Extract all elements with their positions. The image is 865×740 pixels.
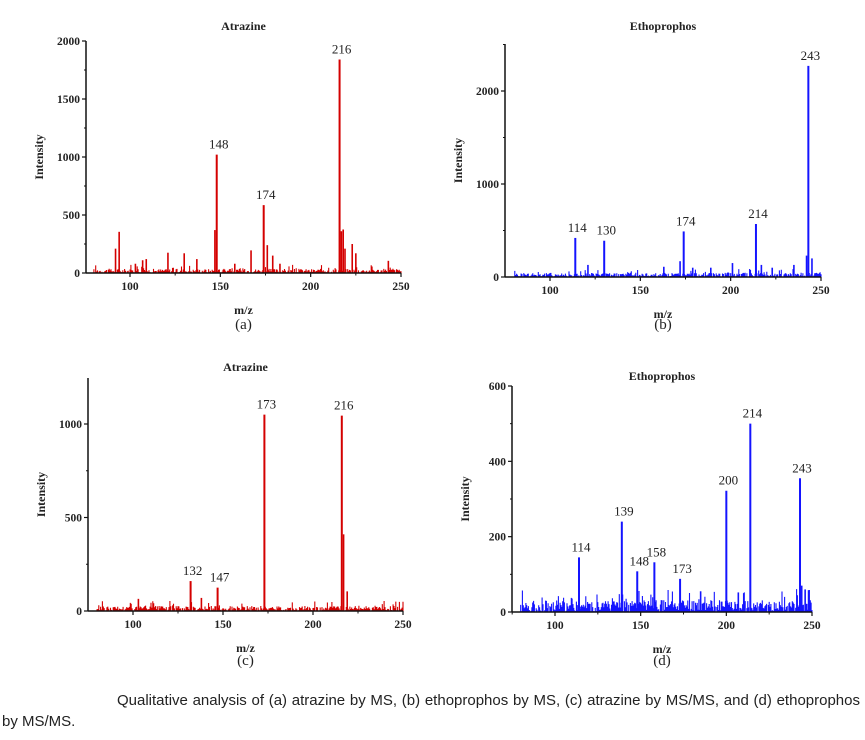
x-tick-label: 250 — [394, 619, 412, 631]
panel-label: (c) — [237, 653, 254, 669]
peak-label: 147 — [210, 570, 230, 585]
x-tick-label: 100 — [124, 619, 142, 631]
y-axis-label: Intensity — [458, 476, 472, 521]
y-tick-label: 0 — [74, 268, 80, 280]
peak-label: 173 — [257, 397, 277, 412]
peak-label: 216 — [334, 398, 354, 413]
chart-title: Ethoprophos — [629, 369, 696, 383]
y-tick-label: 400 — [489, 456, 507, 468]
y-tick-label: 1000 — [476, 179, 499, 191]
peak-label: 158 — [647, 544, 667, 559]
peak-label: 132 — [183, 563, 203, 578]
chart-title: Atrazine — [223, 360, 268, 374]
peak-label: 130 — [596, 223, 616, 238]
panel-label: (b) — [654, 317, 672, 333]
chart-panel-b: 114 130 174 214 243 0 1000 2000 100 150 200 250 Etho… — [451, 19, 830, 333]
x-tick-label: 150 — [632, 620, 650, 632]
peak-label: 214 — [743, 406, 763, 421]
peak-label: 243 — [801, 48, 821, 63]
x-tick-label: 150 — [214, 619, 232, 631]
peak-label: 139 — [614, 504, 634, 519]
panel-label: (a) — [235, 317, 252, 333]
figure-caption: Qualitative analysis of (a) atrazine by … — [2, 692, 860, 730]
x-tick-label: 100 — [541, 285, 559, 297]
y-tick-label: 0 — [500, 607, 506, 619]
y-tick-label: 600 — [489, 381, 507, 393]
panel-label: (d) — [653, 653, 671, 669]
x-tick-label: 250 — [392, 281, 410, 293]
x-tick-label: 100 — [121, 281, 139, 293]
noise-baseline — [93, 264, 402, 273]
peak-label: 114 — [571, 539, 591, 554]
peak-label: 243 — [792, 460, 812, 475]
peak-label: 148 — [629, 553, 649, 568]
y-axis-label: Intensity — [451, 138, 465, 183]
noise-baseline — [96, 601, 404, 611]
peak-label: 214 — [748, 206, 768, 221]
peak-label: 216 — [332, 42, 352, 57]
y-axis-label: Intensity — [32, 134, 46, 179]
y-tick-label: 1500 — [57, 94, 80, 106]
peak-label: 200 — [719, 473, 739, 488]
chart-panel-a: 148 174 216 0 500 1000 1500 2000 100 150 200 250 Atr… — [32, 19, 410, 333]
noise-baseline — [513, 269, 822, 277]
chart-title: Ethoprophos — [630, 19, 697, 33]
peak-label: 174 — [256, 187, 276, 202]
y-axis-label: Intensity — [34, 472, 48, 517]
x-axis-label: m/z — [653, 642, 672, 656]
x-axis-label: m/z — [236, 641, 255, 655]
peak-label: 148 — [209, 137, 229, 152]
y-tick-label: 500 — [65, 513, 83, 525]
x-tick-label: 200 — [304, 619, 322, 631]
x-tick-label: 250 — [812, 285, 830, 297]
y-tick-label: 2000 — [476, 86, 499, 98]
noise-baseline — [520, 589, 813, 612]
chart-panel-c: 132 147 173 216 0 500 1000 100 150 200 250 Atrazine… — [34, 360, 412, 669]
peak-label: 173 — [672, 561, 692, 576]
x-tick-label: 250 — [803, 620, 821, 632]
y-tick-label: 2000 — [57, 36, 80, 48]
x-tick-label: 200 — [718, 620, 736, 632]
x-axis-label: m/z — [234, 303, 253, 317]
peak-label: 114 — [568, 220, 588, 235]
peak-label: 174 — [676, 213, 696, 228]
x-tick-label: 100 — [546, 620, 564, 632]
y-tick-label: 1000 — [57, 152, 80, 164]
x-tick-label: 150 — [632, 285, 650, 297]
y-tick-label: 0 — [76, 606, 82, 618]
x-tick-label: 150 — [212, 281, 230, 293]
x-tick-label: 200 — [302, 281, 320, 293]
y-tick-label: 200 — [489, 532, 507, 544]
x-axis-label: m/z — [654, 307, 673, 321]
y-tick-label: 0 — [493, 272, 499, 284]
y-tick-label: 1000 — [59, 419, 82, 431]
x-tick-label: 200 — [722, 285, 740, 297]
chart-title: Atrazine — [221, 19, 266, 33]
y-tick-label: 500 — [63, 210, 81, 222]
